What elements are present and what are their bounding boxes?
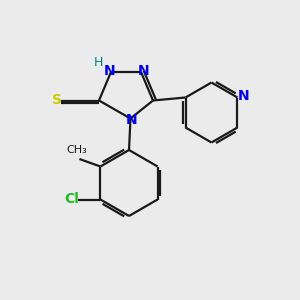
Text: N: N bbox=[238, 89, 249, 103]
Text: CH₃: CH₃ bbox=[66, 146, 87, 155]
Text: S: S bbox=[52, 93, 62, 107]
Text: N: N bbox=[138, 64, 150, 77]
Text: Cl: Cl bbox=[64, 192, 79, 206]
Text: N: N bbox=[104, 64, 115, 77]
Text: N: N bbox=[126, 113, 138, 127]
Text: H: H bbox=[94, 56, 103, 69]
